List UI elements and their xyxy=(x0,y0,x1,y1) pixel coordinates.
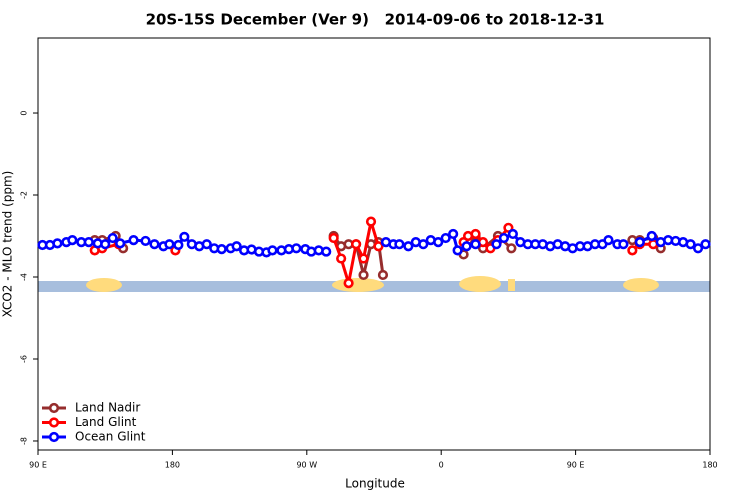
chart-title: 20S-15S December (Ver 9) 2014-09-06 to 2… xyxy=(146,11,605,29)
data-point xyxy=(506,243,517,254)
land-strip xyxy=(86,278,122,292)
land-strip xyxy=(459,276,501,292)
data-point xyxy=(418,239,429,250)
data-point xyxy=(128,235,139,246)
data-point xyxy=(448,228,459,240)
data-point xyxy=(507,228,518,240)
data-point xyxy=(440,232,451,244)
data-point xyxy=(394,239,405,250)
data-point xyxy=(343,278,354,289)
data-point xyxy=(358,269,369,281)
data-point xyxy=(179,231,190,242)
data-point xyxy=(321,246,332,257)
map-strip xyxy=(38,276,710,292)
y-tick-label: 0 xyxy=(20,110,29,115)
y-tick-label: -6 xyxy=(20,355,29,363)
data-point xyxy=(358,253,369,264)
data-point xyxy=(52,238,63,249)
data-point xyxy=(498,232,510,244)
data-point xyxy=(173,239,184,251)
data-point xyxy=(461,241,472,252)
data-point xyxy=(350,239,362,250)
legend-label: Ocean Glint xyxy=(75,430,146,444)
data-point xyxy=(373,241,384,252)
y-tick-label: -4 xyxy=(20,273,29,281)
data-point xyxy=(403,241,414,252)
x-tick-label: 0 xyxy=(439,461,444,470)
data-point xyxy=(685,239,696,250)
legend-marker xyxy=(48,417,60,428)
data-point xyxy=(201,239,212,250)
data-point xyxy=(470,228,481,240)
legend-label: Land Glint xyxy=(75,415,137,429)
land-strip xyxy=(508,279,515,291)
data-point xyxy=(328,232,339,244)
data-point xyxy=(603,235,614,246)
data-point xyxy=(231,241,242,252)
land-strip xyxy=(332,278,384,292)
data-point xyxy=(216,244,227,255)
data-point xyxy=(291,243,302,254)
data-point xyxy=(67,235,78,246)
data-point xyxy=(149,239,160,250)
data-point xyxy=(646,230,657,242)
y-axis-title: XCO2 - MLO trend (ppm) xyxy=(1,171,15,318)
data-point xyxy=(627,245,638,256)
legend-label: Land Nadir xyxy=(75,401,140,415)
x-tick-label: 180 xyxy=(165,461,180,470)
data-point xyxy=(140,235,151,247)
data-point xyxy=(618,239,629,250)
data-point xyxy=(115,238,126,249)
legend-marker xyxy=(48,402,60,414)
data-point xyxy=(267,245,278,256)
x-tick-label: 90 E xyxy=(567,461,585,470)
data-point xyxy=(491,239,502,250)
data-point xyxy=(107,232,118,244)
x-tick-label: 180 xyxy=(702,461,717,470)
data-point xyxy=(634,237,645,248)
legend-marker xyxy=(48,431,60,443)
data-point xyxy=(100,239,111,250)
data-point xyxy=(700,239,711,250)
y-tick-label: -2 xyxy=(20,191,29,199)
data-point xyxy=(377,269,389,281)
data-point xyxy=(164,239,175,250)
data-point xyxy=(692,243,704,254)
data-point xyxy=(433,237,444,248)
y-tick-label: -8 xyxy=(20,437,29,445)
x-tick-label: 90 W xyxy=(296,461,317,470)
data-point xyxy=(83,237,94,248)
data-point xyxy=(470,239,481,250)
x-axis-title: Longitude xyxy=(345,477,405,491)
land-strip xyxy=(623,278,659,292)
data-point xyxy=(452,245,463,256)
data-point xyxy=(336,253,347,264)
x-tick-label: 90 E xyxy=(29,461,47,470)
data-point xyxy=(365,216,377,227)
